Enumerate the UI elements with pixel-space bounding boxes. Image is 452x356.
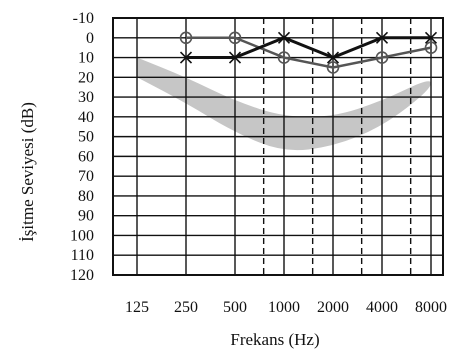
normal-range-band [137,57,431,151]
point-circle [326,61,340,74]
point-x [277,31,291,44]
point-circle [375,51,389,64]
x-tick-label: 1000 [268,299,300,316]
y-tick-label: 80 [78,188,94,205]
x-tick-label: 250 [174,299,198,316]
point-x [326,51,340,64]
x-tick-label: 2000 [317,299,349,316]
x-tick-label: 4000 [366,299,398,316]
point-circle [228,31,242,45]
y-tick-label: 120 [70,267,94,284]
y-tick-label: -10 [73,10,94,27]
y-tick-label: 60 [78,148,94,165]
y-tick-label: 110 [71,247,94,264]
y-tick-label: 20 [78,69,94,86]
x-tick-label: 125 [125,299,149,316]
normal-range-area [137,57,431,151]
x-tick-label: 500 [223,299,247,316]
point-x [375,31,389,44]
series-layer [179,31,438,74]
y-tick-label: 0 [86,30,94,47]
y-tick-label: 30 [78,89,94,106]
series-line-circle [186,36,432,69]
y-tick-label: 100 [70,227,94,244]
y-tick-labels: -10 0 10 20 30 40 50 60 70 80 90 100 110 120 [70,10,94,284]
point-x [228,51,242,64]
point-x [179,51,193,64]
y-tick-label: 70 [78,168,94,185]
x-axis-label: Frekans (Hz) [230,330,319,349]
point-x [424,31,438,44]
x-tick-labels: 125 250 500 1000 2000 4000 8000 [125,299,447,316]
point-circle [179,31,193,45]
y-tick-label: 50 [78,129,94,146]
y-tick-label: 10 [78,50,94,67]
point-circle [424,41,438,54]
series-line-x [186,36,431,60]
y-tick-label: 40 [78,109,94,126]
y-axis-label: İşitme Seviyesi (dB) [18,102,37,242]
x-tick-label: 8000 [415,299,447,316]
y-tick-label: 90 [78,208,94,225]
point-circle [277,51,291,64]
plot-frame [112,17,444,276]
